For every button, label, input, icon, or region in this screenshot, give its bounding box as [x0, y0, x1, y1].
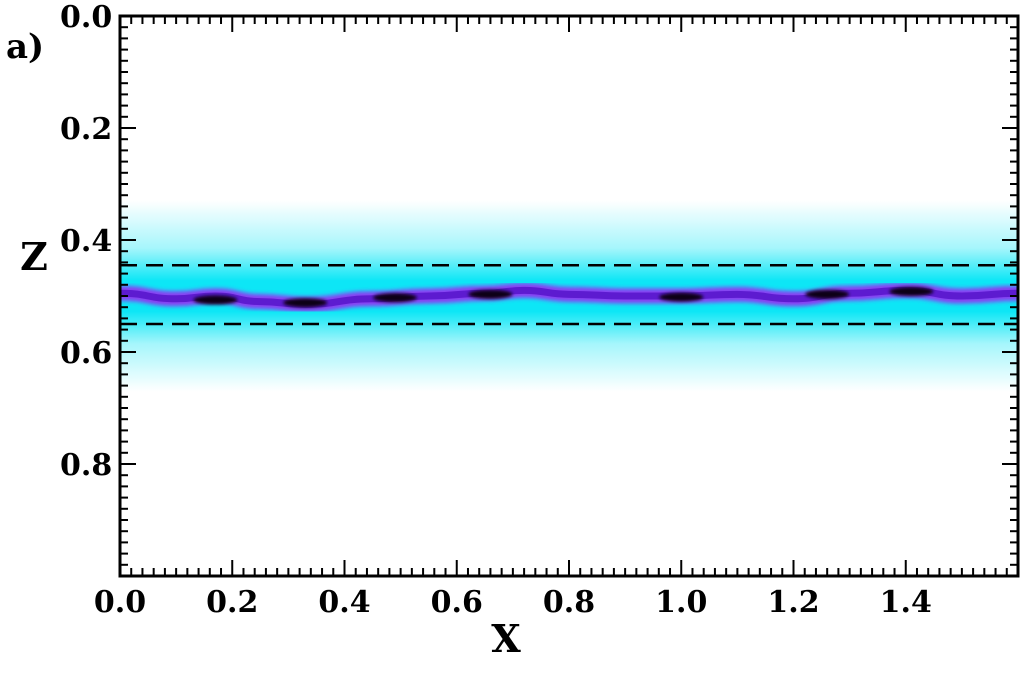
x-tick-label: 0.6 [431, 585, 483, 620]
x-ticks: 0.0 0.2 0.4 0.6 0.8 1.0 1.2 1.4 [94, 16, 1019, 620]
dark-core-1 [283, 298, 328, 308]
dark-cores [193, 287, 934, 308]
x-tick-label: 1.0 [655, 585, 707, 620]
y-tick-label: 0.8 [60, 448, 112, 483]
y-tick-label: 0.2 [60, 112, 112, 147]
x-tick-label: 1.2 [767, 585, 819, 620]
dark-core-3 [468, 289, 513, 299]
y-tick-label: 0.0 [60, 0, 112, 35]
x-tick-label: 0.0 [94, 585, 146, 620]
x-tick-label: 0.8 [543, 585, 595, 620]
x-axis-title: X [491, 616, 521, 661]
dark-core-5 [805, 289, 850, 299]
x-tick-label: 0.4 [318, 585, 370, 620]
dashed-lines [120, 263, 1018, 326]
plot-area [120, 200, 1018, 392]
dark-core-6 [889, 287, 934, 297]
purple-layer-inner [120, 286, 1018, 308]
dark-core-4 [659, 292, 704, 302]
dark-core-0 [193, 295, 238, 305]
y-ticks: 0.0 0.2 0.4 0.6 0.8 [60, 0, 1018, 577]
x-tick-label: 1.4 [880, 585, 932, 620]
x-tick-label: 0.2 [206, 585, 258, 620]
y-tick-label: 0.6 [60, 336, 112, 371]
dark-core-2 [373, 293, 418, 303]
y-axis-title: Z [20, 234, 48, 279]
y-tick-label: 0.4 [60, 224, 112, 259]
panel-label: a) [6, 27, 44, 67]
